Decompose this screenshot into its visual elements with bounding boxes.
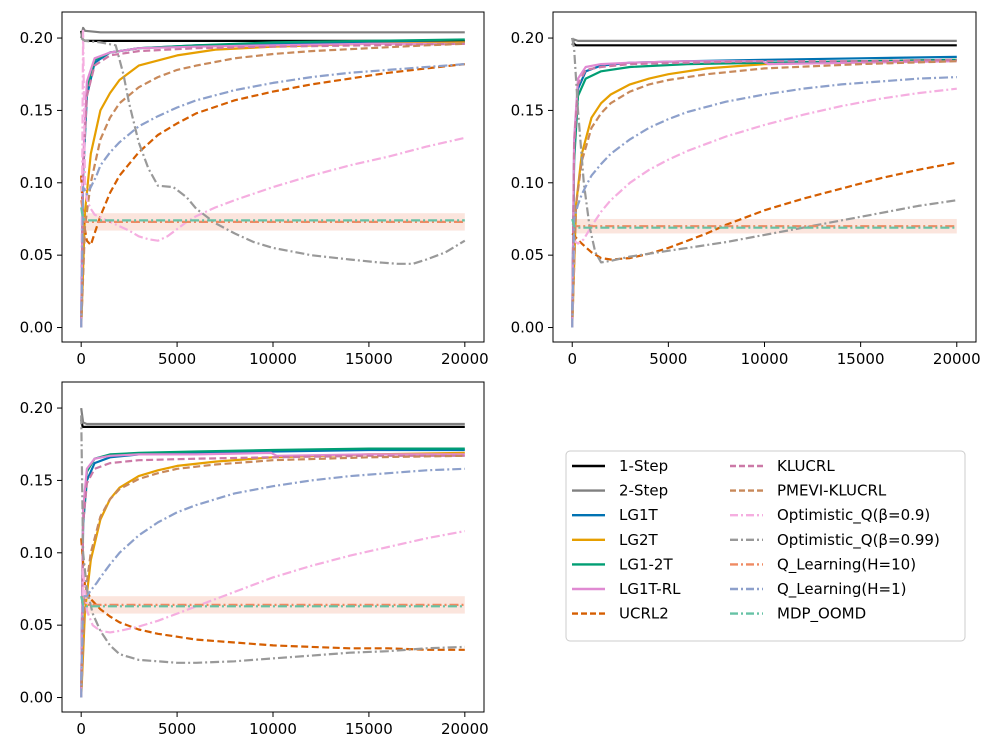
legend-item-pmevi-klucrl: PMEVI-KLUCRL: [730, 482, 887, 500]
y-tick-label: 0.05: [20, 246, 53, 264]
series-line-mdp-oomd: [571, 218, 957, 229]
y-tick-label: 0.15: [20, 471, 53, 489]
x-tick-label: 0: [567, 350, 577, 368]
legend-label-lg1t: LG1T: [619, 506, 659, 524]
legend-item-lg1t: LG1T: [572, 506, 659, 524]
x-tick-label: 10000: [741, 350, 789, 368]
legend-label-lg1-2t: LG1-2T: [619, 555, 673, 573]
band-q-learning-h-10: [81, 596, 465, 614]
legend-item-1-step: 1-Step: [572, 457, 668, 475]
series-line-lg2t: [571, 58, 957, 328]
series-line-lg2t: [80, 41, 465, 328]
series-line-klucrl: [571, 58, 957, 328]
legend: 1-Step 2-Step LG1T LG2T LG1-2T LG1T-RL UCRL2 KL…: [565, 450, 966, 642]
legend-label-optimistic-q-beta-0-9: Optimistic_Q(β=0.9): [777, 506, 930, 525]
series-line-optimistic-q-beta-0-9: [80, 530, 466, 698]
legend-label-klucrl: KLUCRL: [777, 457, 835, 475]
series-line-lg1t-rl: [571, 60, 957, 328]
x-tick-label: 10000: [249, 720, 297, 738]
series-line-mdp-oomd: [80, 595, 465, 608]
legend-item-q-learning-h-10: Q_Learning(H=10): [730, 555, 916, 574]
x-tick-label: 15000: [345, 350, 393, 368]
legend-item-optimistic-q-beta-0-99: Optimistic_Q(β=0.99): [730, 531, 940, 550]
series-line-pmevi-klucrl: [571, 60, 957, 328]
panels: 0 5000 10000 15000 20000 0.00 0.05 0.10 0.15 0.20…: [20, 11, 981, 738]
plot-area: [571, 37, 958, 328]
y-tick-label: 0.20: [20, 399, 53, 417]
x-tick-label: 20000: [441, 720, 489, 738]
legend-label-q-learning-h-1: Q_Learning(H=1): [777, 580, 907, 599]
series-line-klucrl: [80, 454, 465, 698]
legend-item-ucrl2: UCRL2: [572, 605, 669, 623]
plot-area: [80, 407, 466, 698]
panel-3: 0 5000 10000 15000 20000 0.00 0.05 0.10 0.15 0.20: [20, 381, 489, 738]
legend-label-1-step: 1-Step: [619, 457, 668, 475]
legend-label-lg1t-rl: LG1T-RL: [619, 580, 681, 598]
legend-label-optimistic-q-beta-0-99: Optimistic_Q(β=0.99): [777, 531, 940, 550]
series-line-lg1t-rl: [80, 451, 465, 698]
series-line-ucrl2: [80, 63, 465, 247]
y-tick-label: 0.15: [511, 101, 544, 119]
y-tick-label: 0.00: [20, 689, 53, 707]
x-tick-label: 15000: [345, 720, 393, 738]
legend-item-q-learning-h-1: Q_Learning(H=1): [730, 580, 907, 599]
y-tick-label: 0.20: [20, 29, 53, 47]
legend-label-ucrl2: UCRL2: [619, 605, 669, 623]
x-tick-label: 5000: [158, 720, 196, 738]
y-tick-label: 0.05: [20, 616, 53, 634]
x-tick-label: 15000: [837, 350, 885, 368]
series-line-q-learning-h-10: [80, 200, 465, 223]
panel-1: 0 5000 10000 15000 20000 0.00 0.05 0.10 0.15 0.20: [20, 11, 489, 368]
x-tick-label: 0: [76, 720, 86, 738]
y-tick-label: 0.00: [20, 319, 53, 337]
y-tick-label: 0.15: [20, 101, 53, 119]
legend-label-lg2t: LG2T: [619, 531, 659, 549]
y-tick-label: 0.10: [20, 544, 53, 562]
x-tick-label: 0: [76, 350, 86, 368]
y-tick-label: 0.10: [20, 174, 53, 192]
plot-area: [80, 26, 466, 328]
x-tick-label: 10000: [249, 350, 297, 368]
x-tick-label: 20000: [441, 350, 489, 368]
y-tick-label: 0.10: [511, 174, 544, 192]
series-line-ucrl2: [571, 161, 958, 261]
legend-label-mdp-oomd: MDP_OOMD: [777, 605, 866, 624]
y-tick-label: 0.05: [511, 246, 544, 264]
series-line-optimistic-q-beta-0-9: [80, 29, 466, 328]
legend-box: [565, 450, 966, 642]
panel-2: 0 5000 10000 15000 20000 0.00 0.05 0.10 0.15 0.20: [511, 11, 981, 368]
series-line-optimistic-q-beta-0-9: [571, 87, 957, 328]
legend-item-lg2t: LG2T: [572, 531, 659, 549]
legend-item-2-step: 2-Step: [572, 482, 668, 500]
legend-item-optimistic-q-beta-0-9: Optimistic_Q(β=0.9): [730, 506, 930, 525]
y-tick-label: 0.20: [511, 29, 544, 47]
legend-item-mdp-oomd: MDP_OOMD: [730, 605, 866, 624]
legend-label-q-learning-h-10: Q_Learning(H=10): [777, 555, 916, 574]
legend-item-klucrl: KLUCRL: [730, 457, 835, 475]
series-line-optimistic-q-beta-0-99: [80, 415, 465, 664]
legend-label-2-step: 2-Step: [619, 482, 668, 500]
series-line-pmevi-klucrl: [80, 454, 465, 698]
series-line-ucrl2: [80, 538, 465, 651]
series-line-q-learning-h-1: [80, 63, 465, 328]
x-tick-label: 20000: [933, 350, 981, 368]
legend-item-lg1t-rl: LG1T-RL: [572, 580, 681, 598]
y-tick-label: 0.00: [511, 319, 544, 337]
series-line-optimistic-q-beta-0-99: [80, 37, 466, 265]
series-line-mdp-oomd: [80, 207, 465, 222]
series-line-pmevi-klucrl: [80, 42, 465, 328]
series-line-q-learning-h-1: [571, 76, 957, 328]
legend-label-pmevi-klucrl: PMEVI-KLUCRL: [777, 482, 887, 500]
x-tick-label: 5000: [649, 350, 687, 368]
x-tick-label: 5000: [158, 350, 196, 368]
series-line-q-learning-h-1: [80, 467, 465, 698]
series-line-optimistic-q-beta-0-99: [571, 37, 957, 264]
legend-item-lg1-2t: LG1-2T: [572, 555, 673, 573]
